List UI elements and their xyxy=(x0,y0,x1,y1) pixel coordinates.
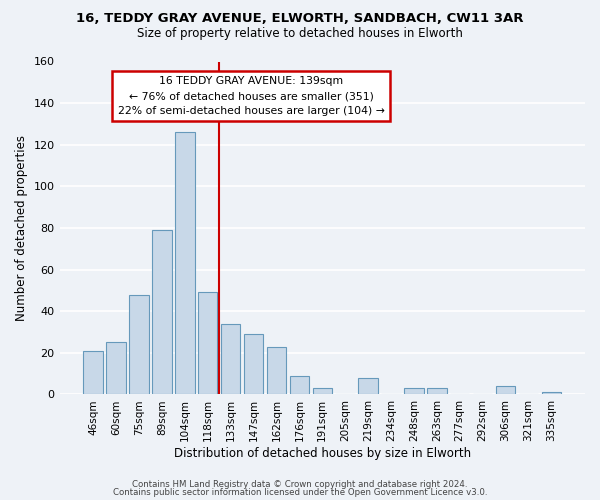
Bar xyxy=(496,386,515,394)
Bar xyxy=(198,292,217,394)
Y-axis label: Number of detached properties: Number of detached properties xyxy=(15,135,28,321)
Bar xyxy=(244,334,263,394)
Bar xyxy=(106,342,126,394)
Bar xyxy=(129,294,149,394)
Text: Contains HM Land Registry data © Crown copyright and database right 2024.: Contains HM Land Registry data © Crown c… xyxy=(132,480,468,489)
Text: 16, TEDDY GRAY AVENUE, ELWORTH, SANDBACH, CW11 3AR: 16, TEDDY GRAY AVENUE, ELWORTH, SANDBACH… xyxy=(76,12,524,26)
Bar xyxy=(358,378,378,394)
Bar xyxy=(221,324,241,394)
Bar xyxy=(427,388,446,394)
Bar xyxy=(152,230,172,394)
Bar xyxy=(175,132,194,394)
Bar xyxy=(404,388,424,394)
Text: 16 TEDDY GRAY AVENUE: 139sqm
← 76% of detached houses are smaller (351)
22% of s: 16 TEDDY GRAY AVENUE: 139sqm ← 76% of de… xyxy=(118,76,385,116)
Bar xyxy=(313,388,332,394)
Bar xyxy=(290,376,309,394)
Text: Size of property relative to detached houses in Elworth: Size of property relative to detached ho… xyxy=(137,28,463,40)
X-axis label: Distribution of detached houses by size in Elworth: Distribution of detached houses by size … xyxy=(174,447,471,460)
Bar xyxy=(542,392,561,394)
Bar xyxy=(83,351,103,395)
Bar xyxy=(267,346,286,395)
Text: Contains public sector information licensed under the Open Government Licence v3: Contains public sector information licen… xyxy=(113,488,487,497)
